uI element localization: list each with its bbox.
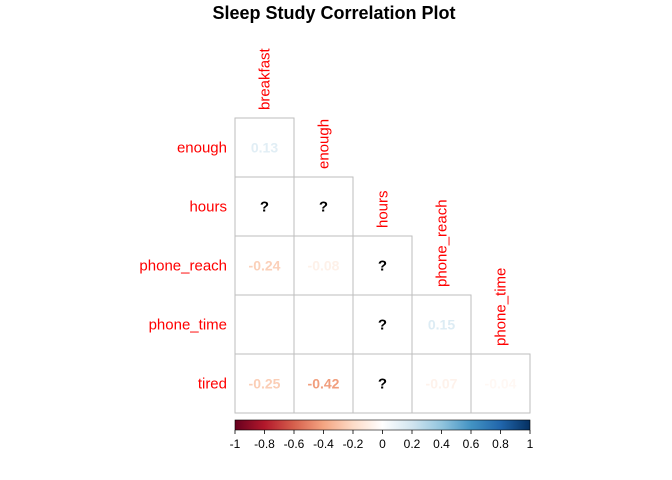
grid-cell bbox=[470, 353, 531, 414]
grid-cell bbox=[234, 176, 295, 237]
colorbar-gradient bbox=[234, 419, 531, 431]
cell-labels: 0.13? ? -0.24 -0.08?? 0.15 -0.25 -0.42? -0.07 -0… bbox=[249, 140, 517, 393]
row-label: phone_reach bbox=[139, 258, 227, 275]
cell-value: ? bbox=[319, 199, 328, 216]
grid-cell bbox=[411, 294, 472, 355]
colorbar-tick-label: 0.6 bbox=[463, 437, 480, 451]
column-labels: breakfast enough hours phone_reach phone_tim… bbox=[257, 47, 510, 346]
colorbar-tick-label: -0.4 bbox=[313, 437, 334, 451]
grid-cell bbox=[293, 176, 354, 237]
cell-value: -0.42 bbox=[308, 376, 340, 392]
cell-value: ? bbox=[378, 258, 387, 275]
grid-cell bbox=[352, 235, 413, 296]
column-label: phone_reach bbox=[434, 199, 451, 287]
cell-value: 0.13 bbox=[251, 140, 278, 156]
grid-cell bbox=[234, 117, 295, 178]
column-label: enough bbox=[316, 119, 333, 169]
cell-value: ? bbox=[260, 199, 269, 216]
colorbar-tick-label: 0.8 bbox=[492, 437, 509, 451]
colorbar-tick-label: -1 bbox=[230, 437, 241, 451]
cell-value: ? bbox=[378, 376, 387, 393]
colorbar-tick-label: 1 bbox=[527, 437, 534, 451]
chart-title: Sleep Study Correlation Plot bbox=[212, 3, 455, 23]
grid-cell bbox=[293, 294, 354, 355]
colorbar-tick-label: 0.4 bbox=[433, 437, 450, 451]
grid-cell bbox=[411, 353, 472, 414]
row-label: hours bbox=[189, 199, 227, 216]
cell-value: -0.08 bbox=[308, 258, 340, 274]
cell-value: -0.25 bbox=[249, 376, 281, 392]
row-label: enough bbox=[177, 140, 227, 157]
grid-cell bbox=[293, 353, 354, 414]
colorbar-tick-label: -0.6 bbox=[284, 437, 305, 451]
colorbar-tick-label: 0.2 bbox=[404, 437, 421, 451]
cell-value: -0.07 bbox=[426, 376, 458, 392]
row-label: phone_time bbox=[149, 317, 227, 334]
column-label: breakfast bbox=[257, 47, 274, 110]
cell-value: -0.04 bbox=[485, 376, 517, 392]
cell-value: -0.24 bbox=[249, 258, 281, 274]
row-label: tired bbox=[198, 376, 227, 393]
colorbar-tick-label: -0.8 bbox=[254, 437, 275, 451]
grid-cell bbox=[234, 294, 295, 355]
cell-value: 0.15 bbox=[428, 317, 455, 333]
column-label: hours bbox=[375, 190, 392, 228]
grid-cell bbox=[352, 353, 413, 414]
matrix-grid bbox=[234, 117, 531, 414]
column-label: phone_time bbox=[493, 268, 510, 346]
cell-value: ? bbox=[378, 317, 387, 334]
colorbar-tick-label: 0 bbox=[379, 437, 386, 451]
colorbar-tick-label: -0.2 bbox=[343, 437, 364, 451]
colorbar: -1 -0.8 -0.6 -0.4 -0.2 0 0.2 0.4 0.6 0.8 1 bbox=[230, 419, 534, 451]
